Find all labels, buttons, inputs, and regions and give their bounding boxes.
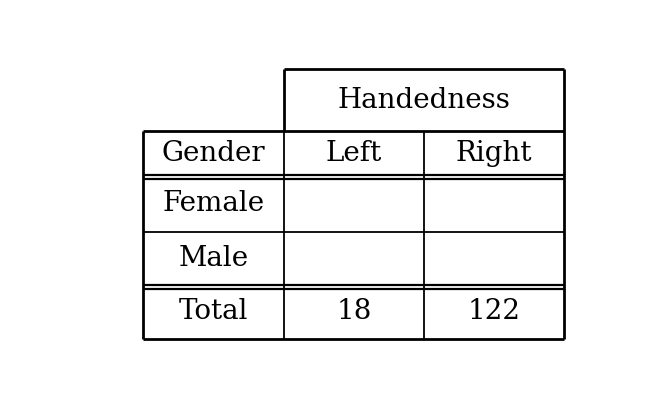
Text: Gender: Gender (162, 140, 265, 167)
Text: Handedness: Handedness (337, 87, 510, 114)
Text: Right: Right (456, 140, 533, 167)
Text: Total: Total (179, 298, 248, 326)
Text: Left: Left (326, 140, 383, 167)
Text: 18: 18 (337, 298, 372, 326)
Text: Female: Female (162, 190, 265, 217)
Text: Male: Male (178, 245, 248, 272)
Text: 122: 122 (468, 298, 521, 326)
